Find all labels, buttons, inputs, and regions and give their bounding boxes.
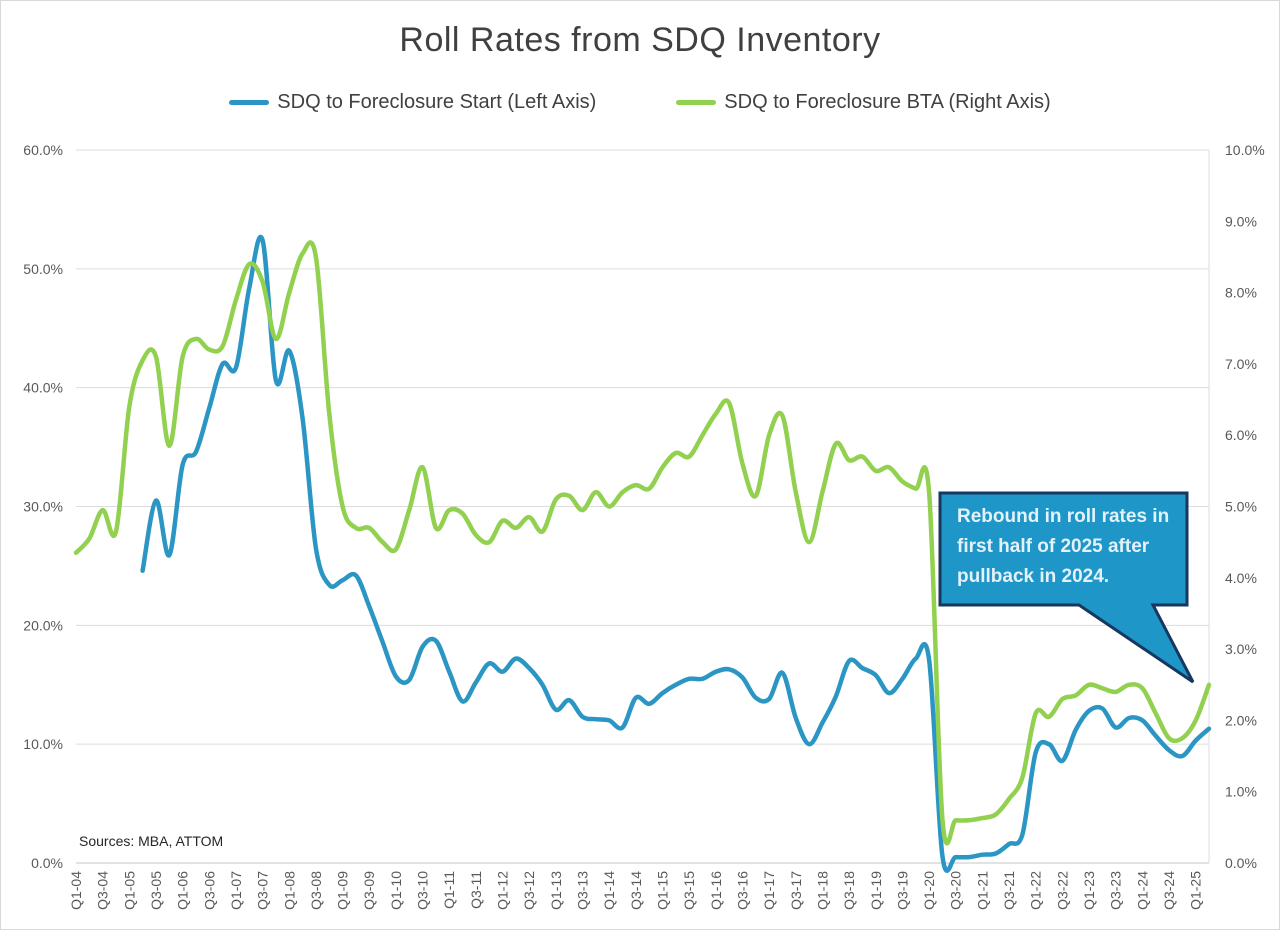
source-note: Sources: MBA, ATTOM bbox=[79, 833, 224, 849]
right-axis-tick-label: 1.0% bbox=[1225, 784, 1257, 800]
callout-text-line3: pullback in 2024. bbox=[957, 566, 1109, 587]
callout-speech-bubble bbox=[938, 491, 1195, 684]
x-axis-tick-label: Q1-12 bbox=[495, 871, 511, 910]
x-axis-tick-label: Q1-06 bbox=[175, 871, 191, 910]
legend-item-foreclosure-start: SDQ to Foreclosure Start (Left Axis) bbox=[229, 91, 596, 114]
legend-label-foreclosure-bta: SDQ to Foreclosure BTA (Right Axis) bbox=[724, 91, 1051, 113]
left-axis-tick-label: 60.0% bbox=[23, 142, 63, 158]
x-axis-tick-label: Q3-14 bbox=[628, 871, 644, 910]
x-axis-tick-label: Q1-13 bbox=[548, 871, 564, 910]
x-axis-tick-label: Q1-17 bbox=[761, 871, 777, 910]
x-axis-tick-label: Q3-21 bbox=[1001, 871, 1017, 910]
x-axis-tick-label: Q3-15 bbox=[681, 871, 697, 910]
right-axis-tick-label: 8.0% bbox=[1225, 285, 1257, 301]
x-axis-tick-label: Q3-23 bbox=[1108, 871, 1124, 910]
x-axis-tick-label: Q3-10 bbox=[415, 871, 431, 910]
x-axis-tick-label: Q3-20 bbox=[948, 871, 964, 910]
x-axis-tick-label: Q3-12 bbox=[521, 871, 537, 910]
legend-item-foreclosure-bta: SDQ to Foreclosure BTA (Right Axis) bbox=[676, 91, 1051, 114]
x-axis-tick-label: Q1-19 bbox=[868, 871, 884, 910]
callout-annotation: Rebound in roll rates in first half of 2… bbox=[938, 491, 1195, 684]
right-axis-tick-label: 2.0% bbox=[1225, 712, 1257, 728]
x-axis-tick-label: Q3-22 bbox=[1054, 871, 1070, 910]
data-series bbox=[73, 234, 1212, 873]
x-axis-tick-label: Q3-08 bbox=[308, 871, 324, 910]
x-axis-tick-label: Q3-13 bbox=[575, 871, 591, 910]
callout-text-line2: first half of 2025 after bbox=[957, 536, 1150, 557]
right-axis-tick-label: 10.0% bbox=[1225, 142, 1265, 158]
right-axis-tick-label: 5.0% bbox=[1225, 499, 1257, 515]
left-axis-tick-label: 20.0% bbox=[23, 617, 63, 633]
x-axis-tick-label: Q1-22 bbox=[1028, 871, 1044, 910]
left-axis-tick-label: 0.0% bbox=[31, 855, 63, 871]
line-sdq-to-foreclosure-start bbox=[140, 234, 1212, 873]
x-axis-tick-label: Q1-18 bbox=[814, 871, 830, 910]
x-axis-tick-label: Q3-24 bbox=[1161, 871, 1177, 910]
x-axis-tick-label: Q3-04 bbox=[95, 871, 111, 910]
chart-title: Roll Rates from SDQ Inventory bbox=[399, 21, 881, 59]
x-axis-tick-label: Q1-21 bbox=[974, 871, 990, 910]
right-axis-tick-label: 3.0% bbox=[1225, 641, 1257, 657]
left-axis-tick-label: 40.0% bbox=[23, 380, 63, 396]
legend-swatch-blue-line-icon bbox=[229, 100, 270, 105]
x-axis-tick-label: Q1-15 bbox=[655, 871, 671, 910]
right-axis-tick-label: 9.0% bbox=[1225, 213, 1257, 229]
line-sdq-to-foreclosure-bta bbox=[73, 240, 1212, 846]
right-axis-tick-label: 4.0% bbox=[1225, 570, 1257, 586]
x-axis-tick-label: Q3-09 bbox=[361, 871, 377, 910]
x-axis-tick-label: Q1-11 bbox=[441, 871, 457, 909]
x-axis-tick-label: Q3-07 bbox=[255, 871, 271, 910]
axis-labels: 0.0% 10.0% 20.0% 30.0% 40.0% 50.0% 60.0% 0.0% 1.… bbox=[23, 142, 1264, 910]
x-axis-tick-label: Q1-14 bbox=[601, 871, 617, 910]
callout-text-line1: Rebound in roll rates in bbox=[957, 506, 1169, 527]
x-axis-tick-label: Q1-09 bbox=[335, 871, 351, 910]
x-axis-tick-label: Q1-04 bbox=[68, 871, 84, 910]
x-axis-tick-label: Q1-07 bbox=[228, 871, 244, 910]
x-axis-tick-label: Q1-16 bbox=[708, 871, 724, 910]
left-axis-tick-label: 30.0% bbox=[23, 499, 63, 515]
right-axis-tick-label: 6.0% bbox=[1225, 427, 1257, 443]
x-axis-tick-label: Q1-20 bbox=[921, 871, 937, 910]
x-axis-tick-label: Q3-11 bbox=[468, 871, 484, 909]
x-axis-tick-label: Q1-25 bbox=[1188, 871, 1204, 910]
legend-swatch-green-line-icon bbox=[676, 100, 717, 105]
left-axis-tick-label: 10.0% bbox=[23, 736, 63, 752]
x-axis-tick-label: Q3-05 bbox=[148, 871, 164, 910]
legend-label-foreclosure-start: SDQ to Foreclosure Start (Left Axis) bbox=[277, 91, 597, 113]
x-axis-tick-label: Q1-05 bbox=[121, 871, 137, 910]
x-axis-tick-label: Q1-08 bbox=[281, 871, 297, 910]
x-axis-tick-label: Q3-18 bbox=[841, 871, 857, 910]
x-axis-tick-label: Q3-19 bbox=[894, 871, 910, 910]
x-axis-tick-label: Q3-17 bbox=[788, 871, 804, 910]
x-axis-tick-label: Q3-06 bbox=[201, 871, 217, 910]
x-axis-tick-label: Q1-23 bbox=[1081, 871, 1097, 910]
x-axis-tick-label: Q1-24 bbox=[1134, 871, 1150, 910]
chart-legend: SDQ to Foreclosure Start (Left Axis) SDQ… bbox=[1, 91, 1279, 114]
right-axis-tick-label: 7.0% bbox=[1225, 356, 1257, 372]
right-axis-tick-label: 0.0% bbox=[1225, 855, 1257, 871]
x-axis-tick-label: Q1-10 bbox=[388, 871, 404, 910]
left-axis-tick-label: 50.0% bbox=[23, 261, 63, 277]
x-axis-tick-label: Q3-16 bbox=[735, 871, 751, 910]
